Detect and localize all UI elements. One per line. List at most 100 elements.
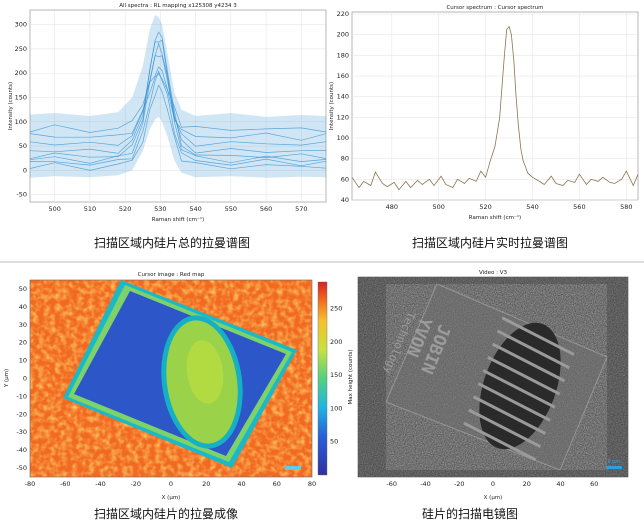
panel-b-ytick-label: 120 [337, 113, 349, 121]
panel-b-caption: 扫描区域内硅片实时拉曼谱图 [412, 235, 568, 250]
panel-a-caption: 扫描区域内硅片总的拉曼谱图 [94, 235, 250, 250]
panel-d-sem-image: JOBIN YVON Technology 8 µm [358, 277, 628, 477]
panel-a-xtick-label: 530 [154, 205, 166, 213]
panel-b-series-group [352, 25, 638, 191]
panel-b-ytick-label: 40 [341, 196, 349, 204]
panel-d-xtick-label: 20 [523, 480, 531, 488]
panel-c-ytick-label: 0 [23, 375, 27, 383]
panel-c-xtick-label: -60 [60, 480, 71, 488]
panel-b-marks: 40 60 80 100 120 140 160 180 200 220 480 500 520 540 5… [337, 10, 638, 211]
panel-a-ylabel: Intensity (counts) [8, 82, 14, 130]
colorbar-tick-label: 250 [330, 305, 342, 313]
panel-d-caption: 硅片的扫描电镜图 [422, 506, 518, 521]
panel-c-xtick-label: 80 [308, 480, 316, 488]
panel-a-series-line [30, 31, 326, 160]
panel-a-series-line [30, 73, 326, 141]
panel-a-xtick-label: 560 [260, 205, 272, 213]
panel-b-plot-area [351, 11, 639, 201]
heatmap-scale-bar [285, 466, 301, 470]
panel-a-plot-area [29, 9, 327, 203]
panel-a-xtick-label: 510 [84, 205, 96, 213]
panel-b-xtick-label: 580 [620, 203, 632, 211]
panel-c-xtick-label: 60 [273, 480, 281, 488]
panel-c-ytick-label: 30 [19, 321, 27, 329]
panel-b-ytick-label: 220 [337, 10, 349, 18]
panel-a-xlabel: Raman shift (cm⁻¹) [152, 216, 204, 223]
panel-a-ytick-label: -50 [16, 191, 27, 199]
panel-b-ytick-label: 140 [337, 93, 349, 101]
panel-a-series-line [30, 55, 326, 147]
panel-b-ytick-label: 180 [337, 51, 349, 59]
panel-b-xtick-label: 540 [526, 203, 538, 211]
panel-c-frame [29, 279, 313, 478]
panel-d-title: Video : V3 [479, 270, 508, 276]
panel-c-xtick-label: -40 [95, 480, 106, 488]
panel-a-envelope-band [30, 14, 326, 178]
panel-d-xtick-label: -60 [386, 480, 397, 488]
panel-b-xtick-label: 480 [386, 203, 398, 211]
panel-c-ytick-label: -40 [16, 446, 27, 454]
panel-d-ticks: -60 -40 -20 0 20 40 60 [386, 480, 598, 488]
panel-d-xtick-label: 0 [491, 480, 495, 488]
panel-c-ytick-label: 10 [19, 357, 27, 365]
panel-a-xtick-label: 500 [48, 205, 60, 213]
sem-scale-bar [606, 466, 622, 469]
panel-d-xtick-label: 60 [590, 480, 598, 488]
colorbar-tick-label: 50 [330, 438, 338, 446]
panel-b-xlabel: Raman shift (cm⁻¹) [469, 214, 521, 221]
panel-c-ytick-label: -30 [16, 428, 27, 436]
panel-c-ytick-label: -10 [16, 392, 27, 400]
panel-a-series-line [30, 84, 326, 171]
panel-d-xlabel: X (µm) [484, 495, 503, 501]
sem-scale-label: 8 µm [608, 459, 621, 465]
panel-a-ytick-label: 100 [15, 118, 27, 126]
panel-d-xtick-label: -40 [420, 480, 431, 488]
panel-c-ytick-label: -50 [16, 464, 27, 472]
panel-b-ytick-label: 100 [337, 134, 349, 142]
panel-b-title: Cursor spectrum : Cursor spectrum [446, 5, 543, 11]
panel-c-xtick-label: -20 [130, 480, 141, 488]
panel-c-xlabel: X (µm) [162, 495, 181, 501]
colorbar-tick-label: 100 [330, 404, 342, 412]
panel-c-caption: 扫描区域内硅片的拉曼成像 [94, 506, 238, 521]
panel-a-ytick-label: 300 [15, 21, 27, 29]
panel-a-xtick-label: 540 [189, 205, 201, 213]
panel-c-xtick-label: 20 [202, 480, 210, 488]
panel-c-ytick-label: 50 [19, 285, 27, 293]
panel-a-xtick-label: 570 [295, 205, 307, 213]
panel-b-ytick-label: 200 [337, 31, 349, 39]
sem-grating-lines [463, 316, 575, 462]
panel-a-series-line [30, 42, 326, 164]
panel-d-frame [357, 276, 629, 478]
panel-c-xtick-label: 40 [237, 480, 245, 488]
panel-a-xtick-label: 520 [119, 205, 131, 213]
panel-b-xtick-label: 500 [433, 203, 445, 211]
panel-b-ytick-label: 80 [341, 155, 349, 163]
panel-d-xtick-label: 40 [556, 480, 564, 488]
panel-c-ytick-label: 40 [19, 303, 27, 311]
panel-b-xtick-label: 520 [479, 203, 491, 211]
colorbar-tick-label: 150 [330, 371, 342, 379]
panel-a-ytick-label: 0 [23, 166, 27, 174]
panel-a-series-line [30, 66, 326, 133]
panel-c-title: Cursor image : Red map [138, 272, 205, 278]
panel-c-ytick-label: -20 [16, 410, 27, 418]
panel-b-series-line [352, 25, 638, 191]
panel-a-marks: -50 0 50 100 150 200 250 300 500 510 520 530 540 550 5… [15, 10, 326, 213]
panel-a-series-group [30, 14, 326, 178]
panel-b-ytick-label: 60 [341, 175, 349, 183]
panel-a-ytick-label: 200 [15, 69, 27, 77]
panel-a-ytick-label: 50 [19, 142, 27, 150]
panel-d-xtick-label: -20 [454, 480, 465, 488]
panel-c-xtick-label: 0 [169, 480, 173, 488]
panel-c-ticks: -80 -60 -40 -20 0 20 40 60 80 -50 -40 -30 -20 -10 0 10 2… [16, 285, 342, 488]
panel-b-ylabel: Intensity (counts) [329, 82, 335, 130]
panel-d-ylabel: Max height (counts) [348, 349, 354, 404]
panel-a-series-line [30, 39, 326, 154]
sem-grating [463, 316, 575, 462]
panel-b-ytick-label: 160 [337, 72, 349, 80]
panel-b-xtick-label: 560 [573, 203, 585, 211]
panel-a-ytick-label: 150 [15, 93, 27, 101]
panel-c-ytick-label: 20 [19, 339, 27, 347]
